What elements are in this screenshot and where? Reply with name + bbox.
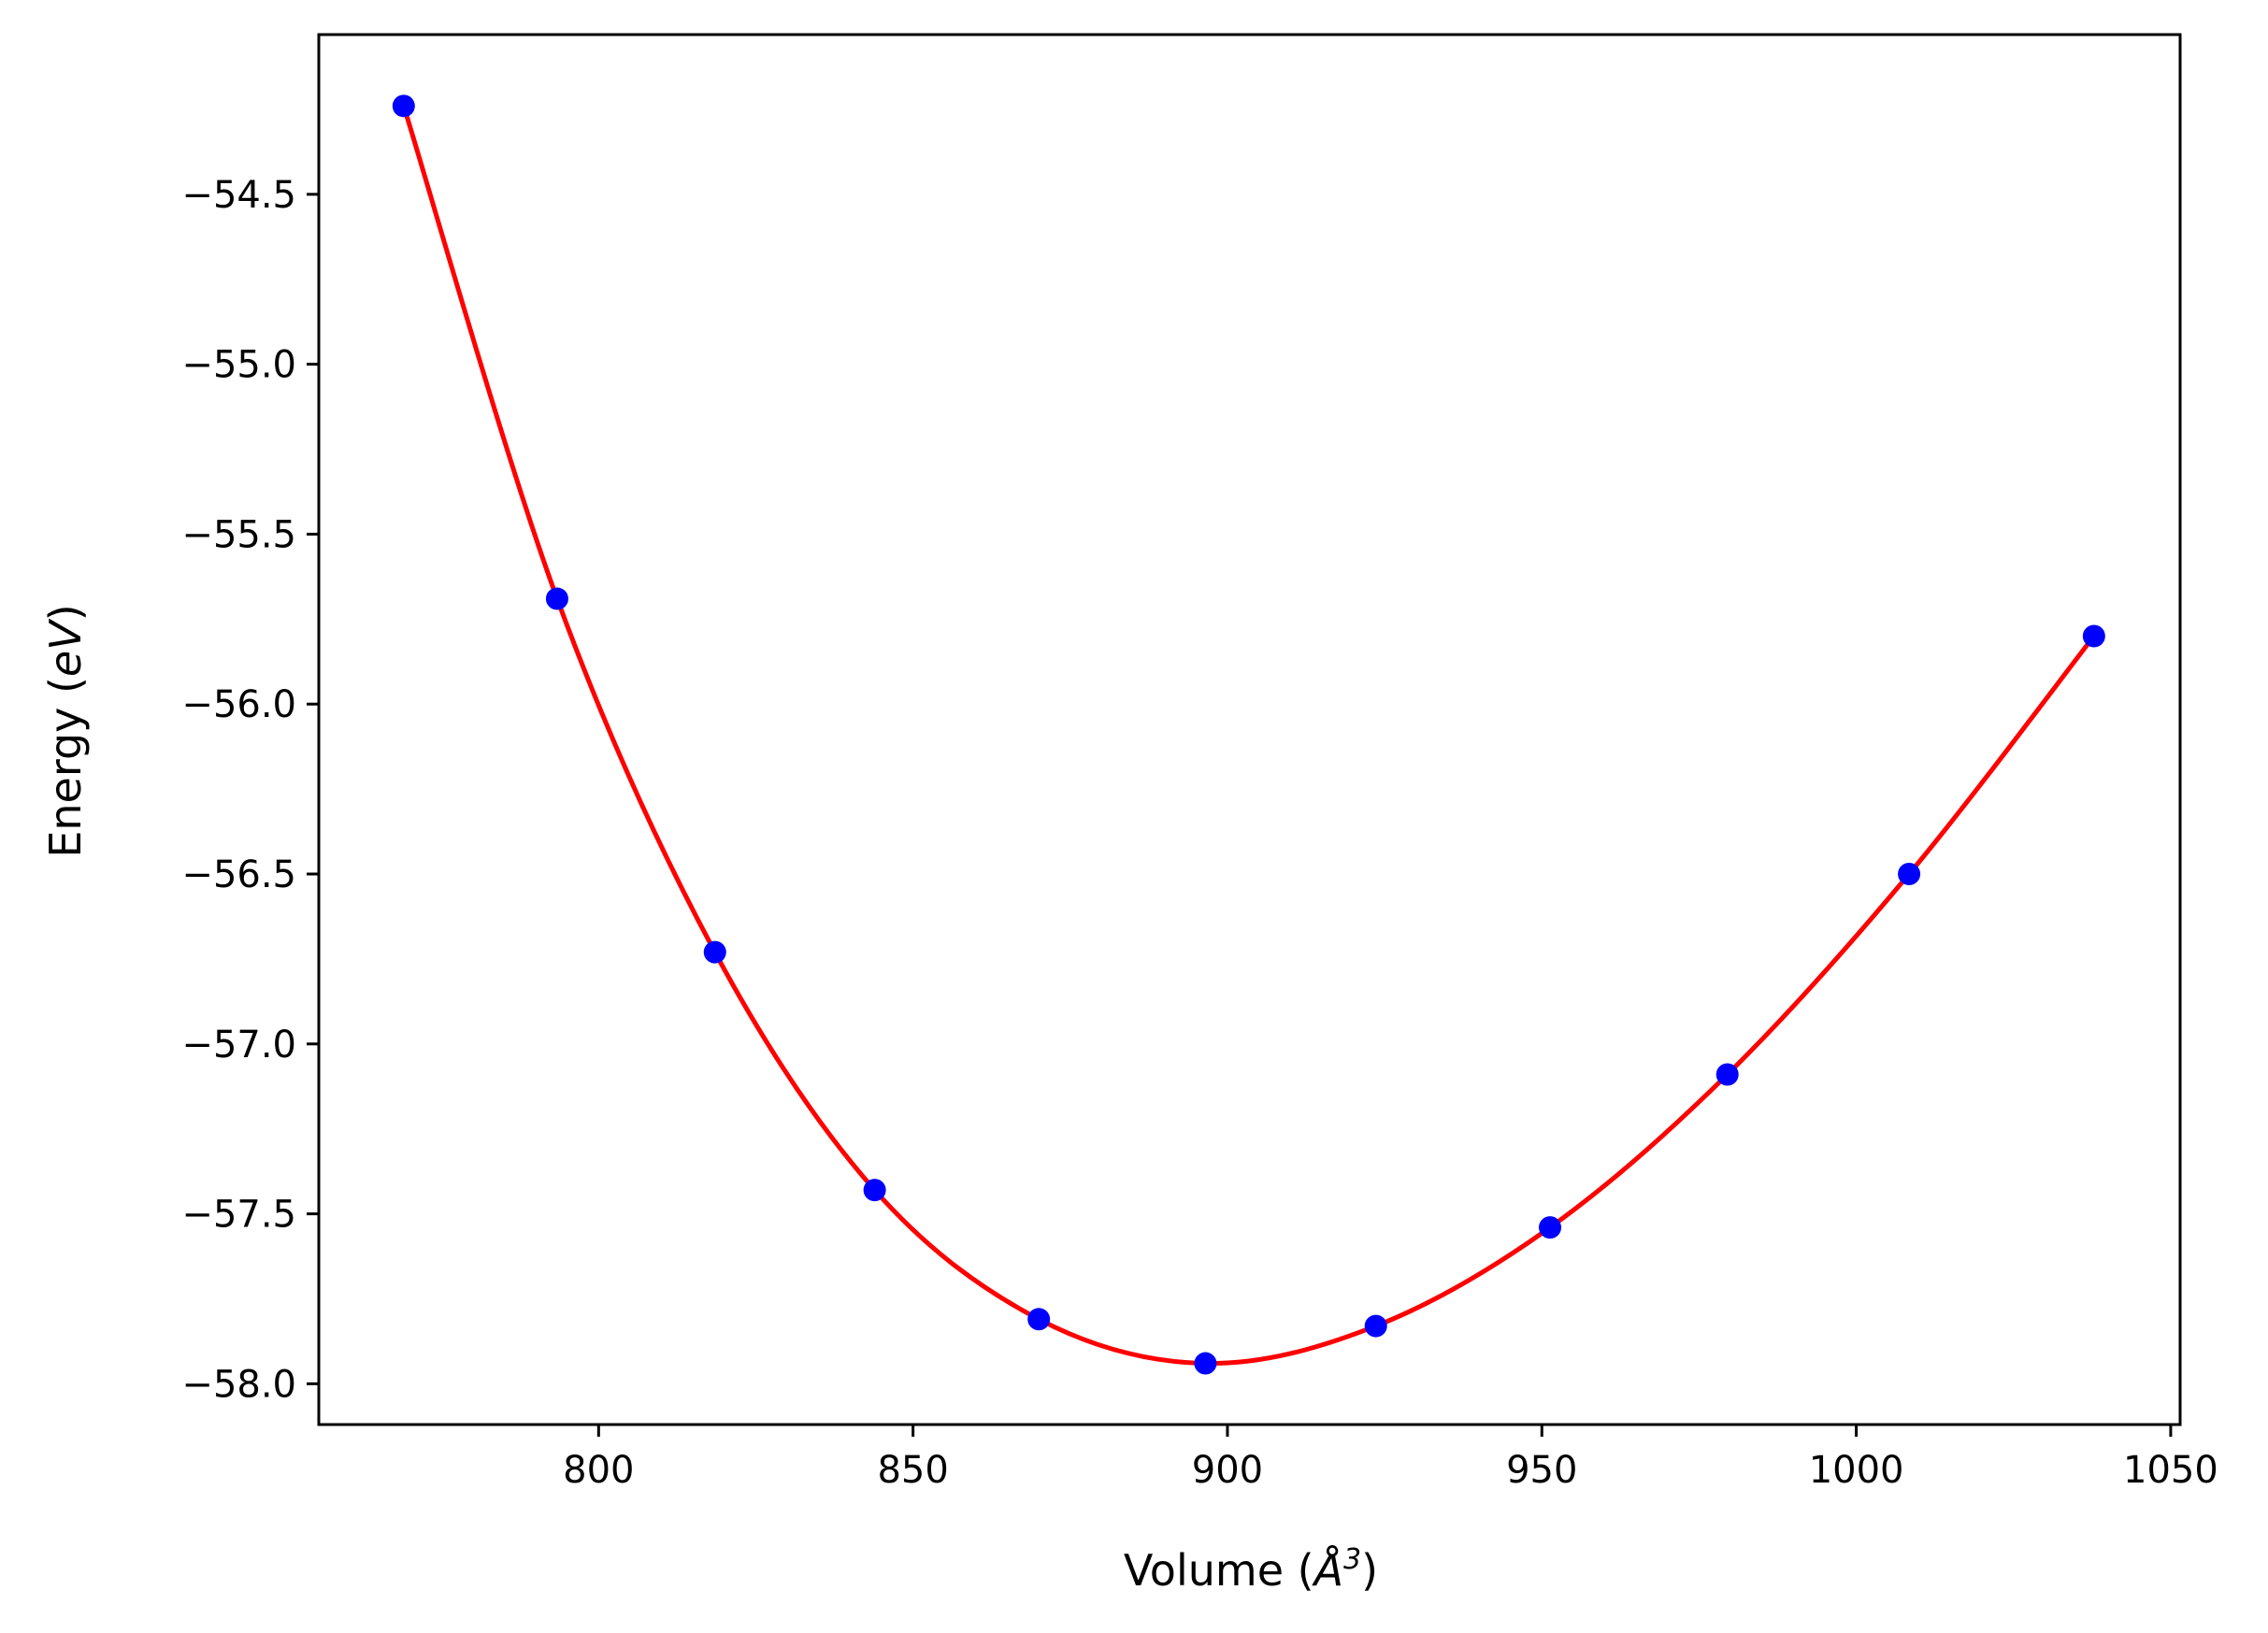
plot-area-border <box>317 33 2182 1426</box>
x-axis-label-unit: Å <box>1312 1545 1343 1596</box>
y-tick-label: −57.0 <box>181 1024 296 1067</box>
data-point <box>1715 1063 1739 1086</box>
y-axis-label-text: Energy <box>40 708 91 858</box>
data-point <box>1539 1216 1562 1239</box>
fit-curve <box>401 105 2096 1367</box>
y-tick-label: −54.5 <box>181 174 296 217</box>
x-axis-label-unit-exp: 3 <box>1343 1543 1361 1576</box>
plot-frame <box>317 33 2182 1426</box>
data-point <box>545 587 568 610</box>
fit-line <box>401 105 2096 1367</box>
y-tick-label: −56.5 <box>181 853 296 896</box>
x-tick-label: 900 <box>1192 1449 1263 1492</box>
data-point <box>1027 1308 1051 1331</box>
data-point <box>1364 1314 1387 1338</box>
x-tick-label: 1050 <box>2123 1449 2218 1492</box>
y-tick-label: −58.0 <box>181 1363 296 1406</box>
y-axis-ticks: −54.5 −55.0 −55.5 −56.0 −56.5 −57.0 −57.5 −58.0 <box>181 174 319 1406</box>
x-axis-label-text: Volume <box>1124 1545 1284 1596</box>
data-points <box>392 94 2105 1375</box>
y-tick-label: −55.5 <box>181 513 296 556</box>
y-tick-label: −55.0 <box>181 344 296 387</box>
data-point <box>863 1179 886 1202</box>
data-point <box>703 940 726 964</box>
x-tick-label: 850 <box>877 1449 948 1492</box>
data-point <box>1194 1352 1217 1375</box>
x-tick-label: 950 <box>1506 1449 1577 1492</box>
x-tick-label: 1000 <box>1809 1449 1904 1492</box>
x-tick-label: 800 <box>563 1449 634 1492</box>
y-axis-label: Energy (eV) <box>40 604 91 857</box>
y-tick-label: −56.0 <box>181 683 296 726</box>
x-axis-label: Volume (Å3) <box>1124 1543 1378 1596</box>
data-point <box>2082 624 2105 648</box>
x-axis-ticks: 800 850 900 950 1000 1050 <box>563 1425 2218 1492</box>
y-tick-label: −57.5 <box>181 1194 296 1237</box>
data-point <box>392 94 415 118</box>
y-axis-label-unit: eV <box>40 618 91 677</box>
data-point <box>1898 863 1921 886</box>
